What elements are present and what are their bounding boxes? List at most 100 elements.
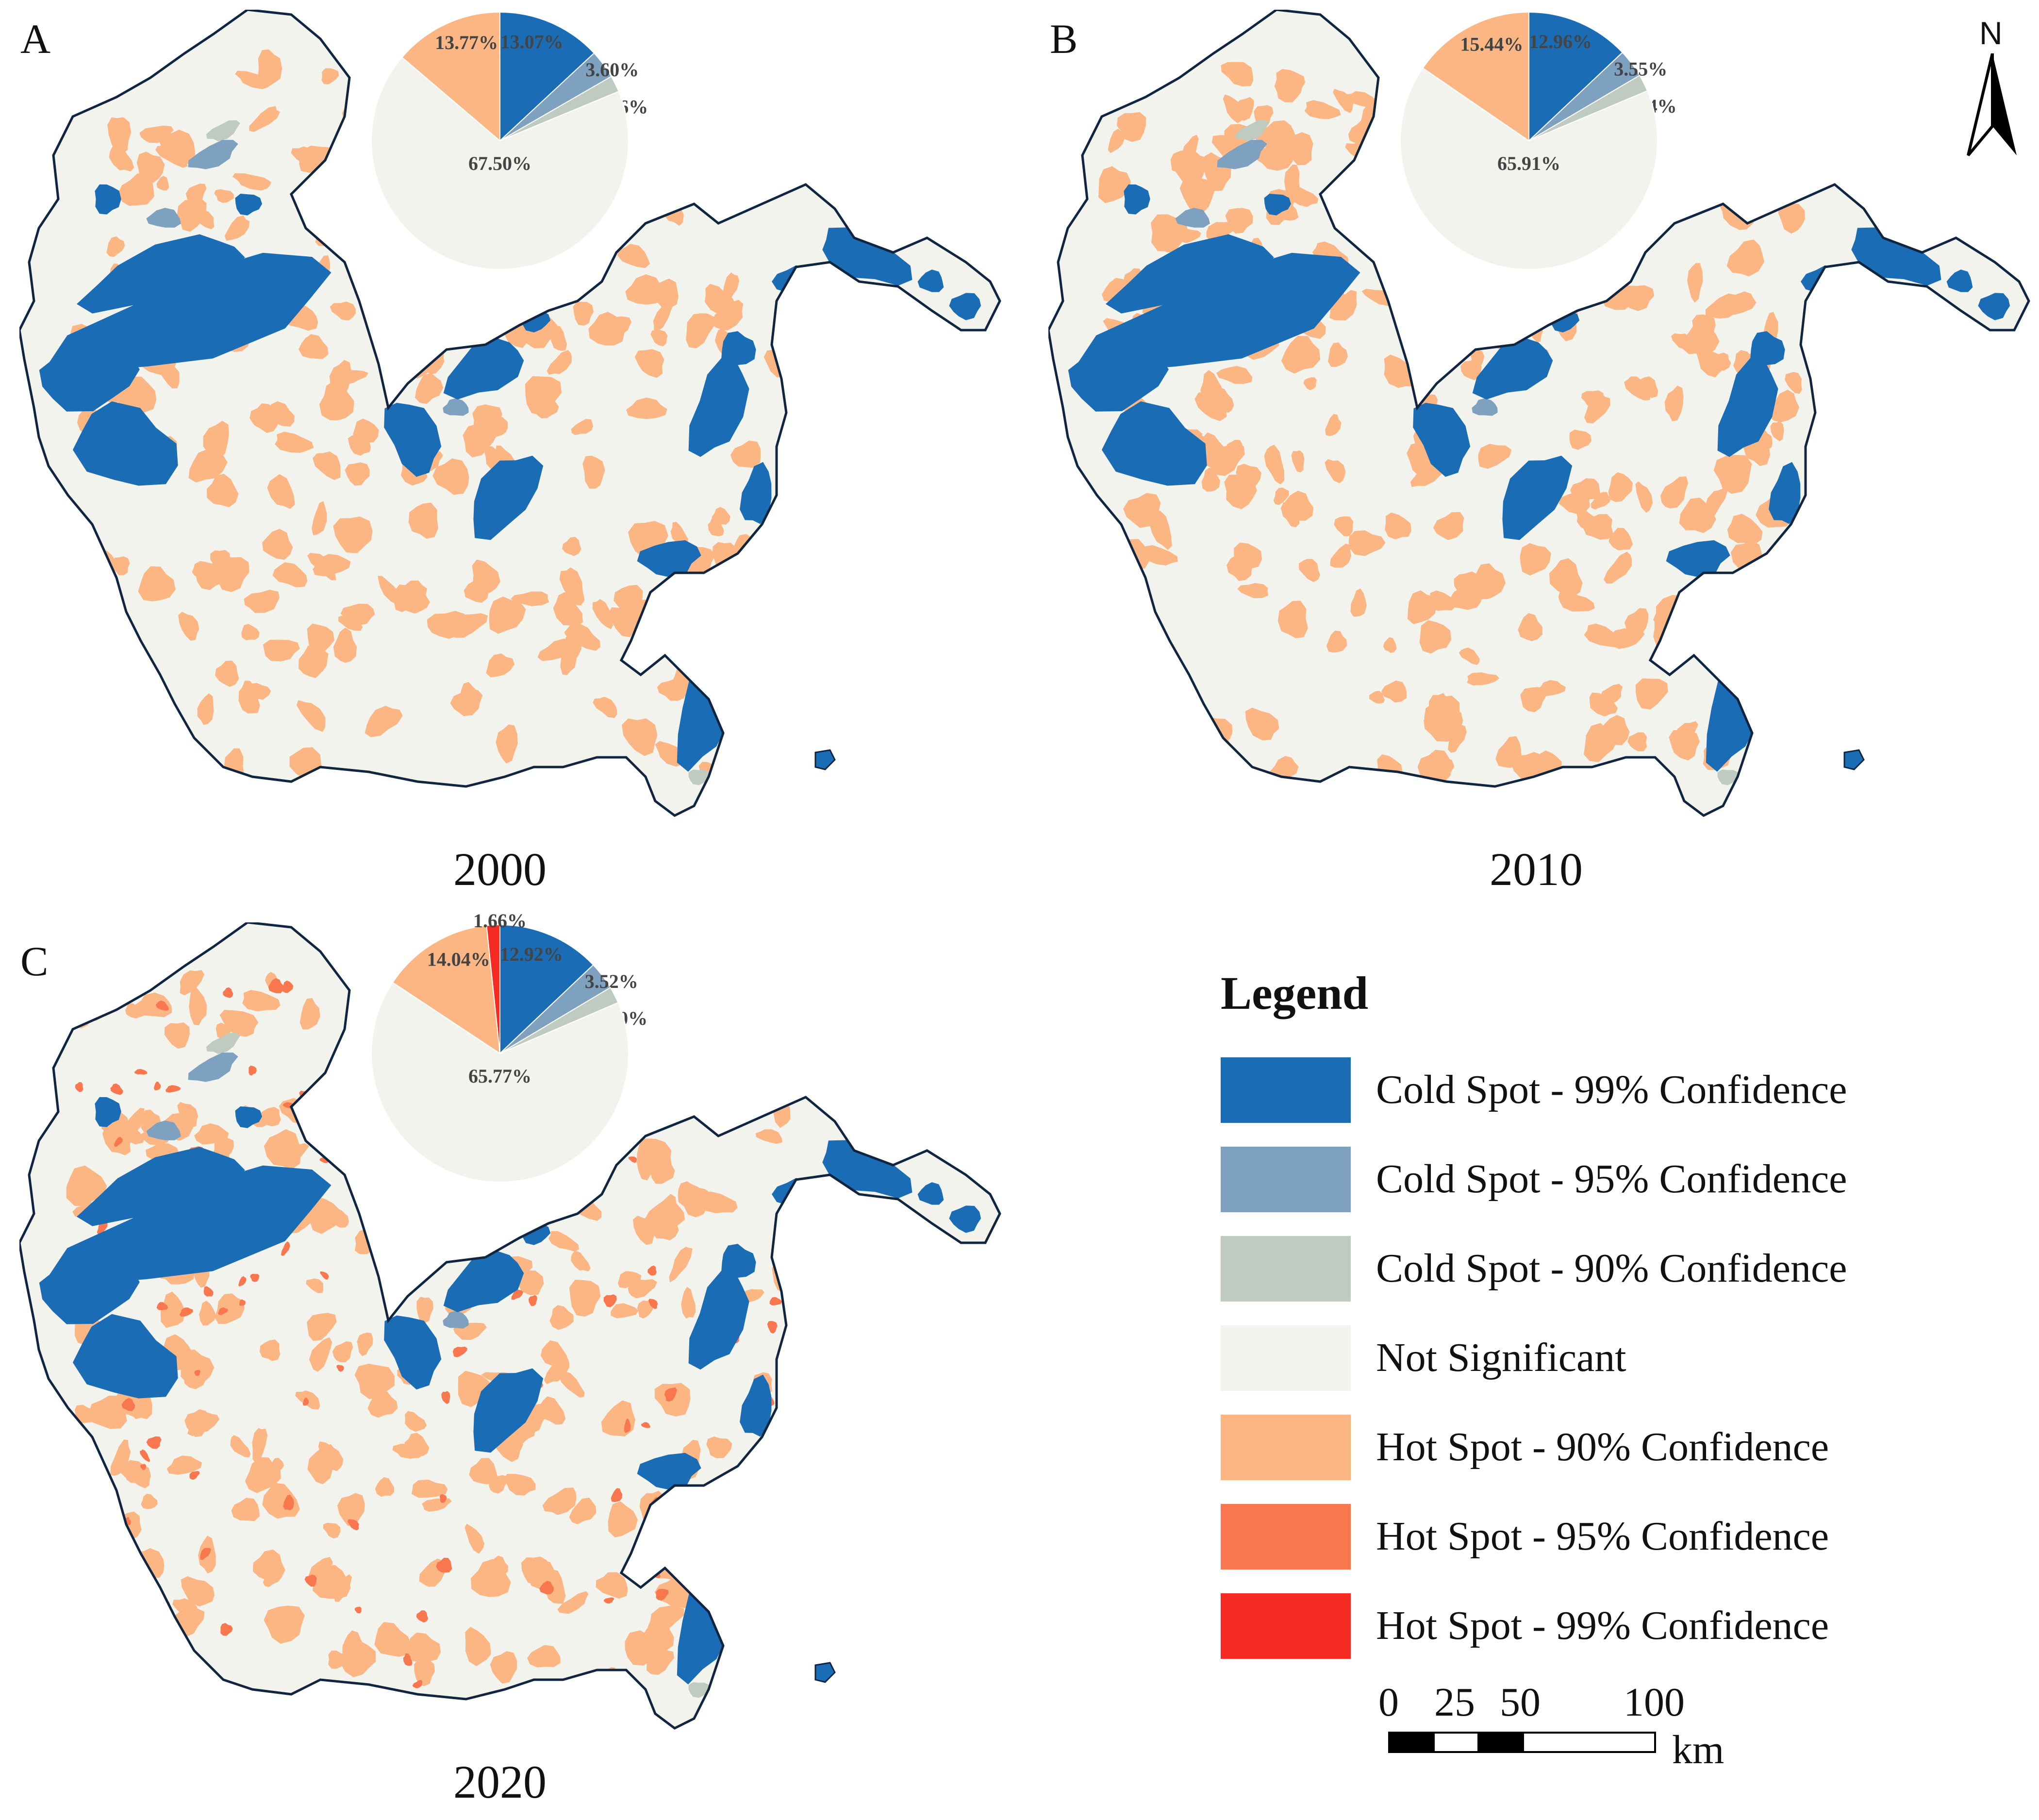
panel-c-cold-spot-99 xyxy=(688,1269,749,1370)
panel-b-hot-spot-90 xyxy=(1742,640,1776,668)
panel-b-cold-spot-99 xyxy=(1068,348,1169,412)
panel-c-hot-spot-90 xyxy=(328,1651,347,1669)
panel-b-hot-spot-90 xyxy=(1325,414,1342,436)
panel-c-hot-spot-90 xyxy=(628,1279,657,1299)
panel-b-hot-spot-90 xyxy=(1669,730,1700,761)
panel-a-hot-spot-90 xyxy=(432,458,469,495)
panel-c-hot-spot-90 xyxy=(180,970,205,996)
panel-b-hot-spot-90 xyxy=(1660,476,1689,509)
panel-b-hot-spot-90 xyxy=(1600,715,1630,745)
panel-c-hot-spot-90 xyxy=(681,1286,696,1319)
panel-b-hot-spot-90 xyxy=(1520,543,1551,576)
panel-a-hot-spot-90 xyxy=(617,244,650,268)
panel-a-hot-spot-90 xyxy=(582,455,605,489)
panel-c-hot-spot-90 xyxy=(706,1436,732,1458)
panel-a-hot-spot-90 xyxy=(394,580,427,612)
panel-c-hot-spot-95 xyxy=(412,1680,423,1688)
panel-a-hot-spot-90 xyxy=(702,157,737,184)
panel-b-hot-spot-90 xyxy=(1264,445,1285,484)
panel-b-hot-spot-90 xyxy=(1333,88,1354,113)
panel-c-hot-spot-90 xyxy=(745,1661,779,1681)
panel-c-hot-spot-90 xyxy=(717,1517,750,1554)
legend-label-cold90: Cold Spot - 90% Confidence xyxy=(1376,1246,1847,1291)
panel-c-hot-spot-95 xyxy=(220,1623,233,1636)
panel-a-cold-spot-99 xyxy=(740,462,772,524)
panel-b-hot-spot-90 xyxy=(1727,514,1763,545)
panel-b-hot-spot-90 xyxy=(1350,588,1367,617)
panel-a-hot-spot-90 xyxy=(593,697,617,718)
panel-a-hot-spot-90 xyxy=(348,435,371,456)
panel-b-hot-spot-90 xyxy=(1448,722,1467,753)
panel-c-hot-spot-90 xyxy=(252,1428,267,1463)
panel-a-hot-spot-90 xyxy=(232,173,271,191)
panel-c-hot-spot-90 xyxy=(404,1433,430,1456)
panel-c-hot-spot-95 xyxy=(282,980,294,993)
panel-c-hot-spot-90 xyxy=(464,1523,485,1554)
panel-c-hot-spot-95 xyxy=(441,1391,450,1404)
panel-c-hot-spot-90 xyxy=(329,1082,345,1105)
panel-c-hot-spot-90 xyxy=(102,1664,126,1689)
legend-item-cold90: Cold Spot - 90% Confidence xyxy=(1221,1236,1997,1302)
legend-swatch-cold90 xyxy=(1221,1236,1351,1302)
panel-b-hot-spot-90 xyxy=(1770,421,1784,442)
panel-c-hot-spot-95 xyxy=(268,978,284,993)
panel-c-hot-spot-90 xyxy=(75,1404,99,1423)
panel-c-cold-spot-99 xyxy=(72,1314,178,1399)
panel-b-cold-spot-99 xyxy=(1264,194,1291,216)
scale-tick-25: 25 xyxy=(1434,1680,1475,1725)
panel-b-hot-spot-90 xyxy=(1591,492,1611,510)
panel-c-hot-spot-90 xyxy=(669,1247,693,1283)
panel-b-hot-spot-90 xyxy=(1687,263,1703,303)
panel-a-cold-spot-95 xyxy=(188,140,238,169)
panel-b-hot-spot-90 xyxy=(1245,707,1279,741)
panel-b-pie-chart: 12.96%3.55%2.14%65.91%15.44% xyxy=(1400,11,1677,270)
panel-b-hot-spot-90 xyxy=(1704,487,1728,520)
panel-a-hot-spot-90 xyxy=(263,639,300,662)
panel-b-hot-spot-90 xyxy=(1725,93,1748,119)
panel-b-hot-spot-90 xyxy=(1216,387,1234,413)
panel-c-hot-spot-90 xyxy=(731,1572,761,1605)
panel-c-cold-spot-99 xyxy=(443,1250,524,1312)
panel-b-hot-spot-90 xyxy=(1569,429,1591,450)
panel-b-hot-spot-90 xyxy=(1726,239,1765,277)
panel-a-cold-spot-99 xyxy=(72,401,178,486)
panel-c-hot-spot-90 xyxy=(67,1437,96,1471)
legend-swatch-ns xyxy=(1221,1325,1351,1391)
panel-c-pie-slice-hot99 xyxy=(486,924,500,1054)
panel-b-hot-spot-90 xyxy=(1255,144,1293,171)
panel-b-cold-spot-99 xyxy=(1101,401,1207,486)
panel-a-hot-spot-90 xyxy=(626,397,667,419)
panel-b-hot-spot-90 xyxy=(1121,724,1151,753)
panel-a-cold-spot-99 xyxy=(95,184,121,215)
panel-b-hot-spot-90 xyxy=(1326,630,1347,653)
panel-c-hot-spot-95 xyxy=(348,1519,359,1531)
panel-a-hot-spot-90 xyxy=(408,502,438,539)
panel-c-hot-spot-90 xyxy=(471,1559,511,1597)
panel-c-hot-spot-90 xyxy=(215,1293,245,1324)
panel-b-letter: B xyxy=(1050,16,1078,62)
panel-c-hot-spot-90 xyxy=(540,1340,569,1370)
panel-b-hot-spot-90 xyxy=(1275,69,1306,92)
panel-c-hot-spot-90 xyxy=(271,1143,309,1166)
panel-c-hot-spot-95 xyxy=(189,1471,199,1480)
panel-c-hot-spot-90 xyxy=(748,1088,766,1111)
panel-c-hot-spot-95 xyxy=(641,1422,651,1428)
panel-a-hot-spot-90 xyxy=(138,566,176,601)
panel-b-hot-spot-90 xyxy=(1558,591,1595,612)
panel-b-hot-spot-90 xyxy=(1334,516,1354,536)
panel-a-hot-spot-90 xyxy=(613,316,632,334)
panel-a-hot-spot-90 xyxy=(333,516,373,553)
panel-c-hot-spot-90 xyxy=(160,1291,185,1328)
scale-unit: km xyxy=(1672,1727,1724,1772)
panel-c-hot-spot-90 xyxy=(337,1493,365,1526)
panel-b-cold-spot-99 xyxy=(1502,455,1573,540)
panel-a-pie-slice-ns xyxy=(371,56,629,270)
panel-c-hot-spot-90 xyxy=(169,1663,199,1688)
panel-b-hot-spot-90 xyxy=(1201,432,1227,468)
panel-b-hot-spot-90 xyxy=(1746,683,1781,718)
panel-c-cold-spot-99 xyxy=(39,1261,140,1324)
legend-label-cold99: Cold Spot - 99% Confidence xyxy=(1376,1067,1847,1112)
panel-c-hot-spot-90 xyxy=(182,1655,199,1675)
panel-c-hot-spot-90 xyxy=(306,1278,324,1293)
panel-b-hot-spot-90 xyxy=(1589,692,1618,717)
